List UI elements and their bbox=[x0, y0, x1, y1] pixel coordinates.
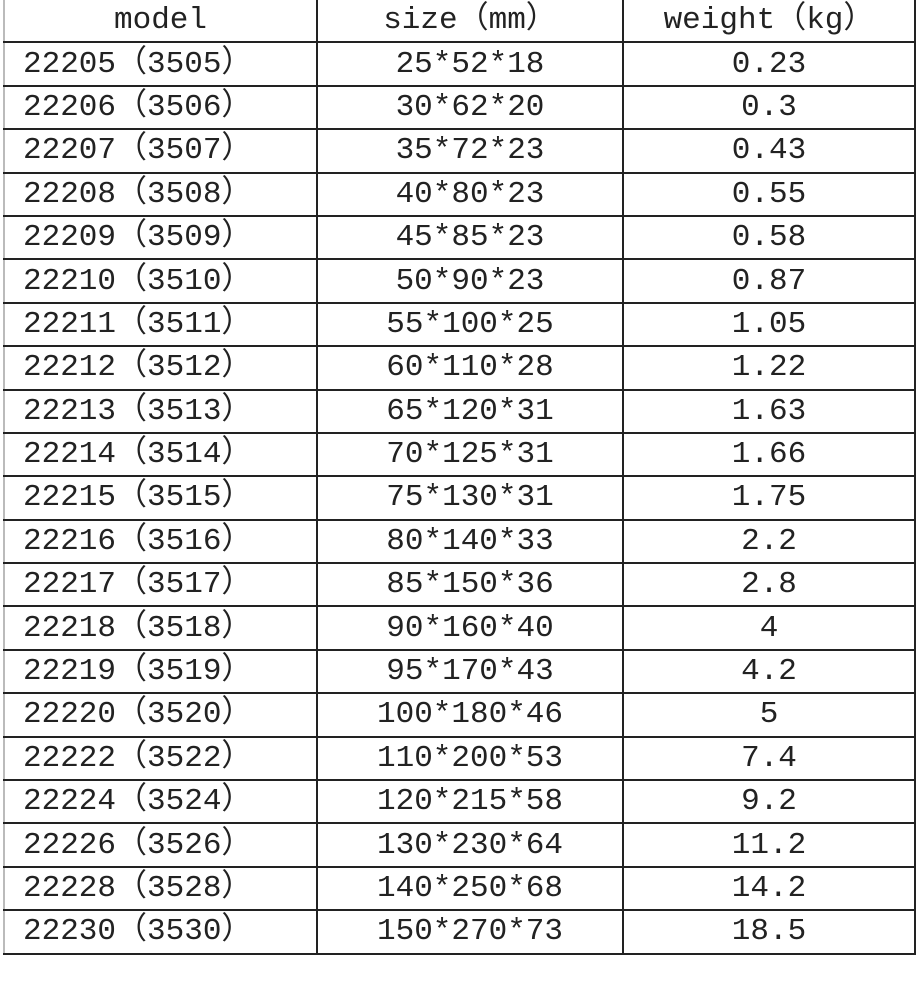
weight-cell: 0.23 bbox=[622, 41, 916, 87]
table-row: 22215（3515） 75*130*31 1.75 bbox=[3, 475, 916, 521]
size-cell: 85*150*36 bbox=[316, 562, 624, 608]
weight-cell: 1.75 bbox=[622, 475, 916, 521]
size-cell: 95*170*43 bbox=[316, 648, 624, 695]
model-cell: 22214（3514） bbox=[3, 431, 318, 478]
size-cell: 75*130*31 bbox=[316, 475, 624, 521]
size-cell: 65*120*31 bbox=[316, 388, 624, 434]
table-row: 22218（3518） 90*160*40 4 bbox=[3, 605, 916, 651]
header-model: model bbox=[3, 0, 318, 44]
weight-cell: 1.66 bbox=[622, 431, 916, 478]
weight-cell: 1.63 bbox=[622, 388, 916, 434]
table-row: 22226（3526） 130*230*64 11.2 bbox=[3, 822, 916, 868]
table-row: 22210（3510） 50*90*23 0.87 bbox=[3, 258, 916, 304]
model-cell: 22226（3526） bbox=[3, 822, 318, 868]
weight-cell: 4 bbox=[622, 605, 916, 651]
header-weight: weight（kg） bbox=[622, 0, 916, 44]
table-row: 22205（3505） 25*52*18 0.23 bbox=[3, 41, 916, 87]
size-cell: 60*110*28 bbox=[316, 345, 624, 391]
table-row: 22208（3508） 40*80*23 0.55 bbox=[3, 171, 916, 217]
model-cell: 22205（3505） bbox=[3, 41, 318, 87]
table-row: 22222（3522） 110*200*53 7.4 bbox=[3, 735, 916, 782]
size-cell: 50*90*23 bbox=[316, 258, 624, 304]
weight-cell: 0.3 bbox=[622, 84, 916, 131]
weight-cell: 9.2 bbox=[622, 779, 916, 825]
weight-cell: 2.2 bbox=[622, 518, 916, 565]
model-cell: 22220（3520） bbox=[3, 692, 318, 738]
table-row: 22213（3513） 65*120*31 1.63 bbox=[3, 388, 916, 434]
table-row: 22206（3506） 30*62*20 0.3 bbox=[3, 84, 916, 131]
model-cell: 22222（3522） bbox=[3, 735, 318, 782]
size-cell: 150*270*73 bbox=[316, 909, 624, 955]
header-row: model size（mm） weight（kg） bbox=[3, 0, 916, 44]
weight-cell: 0.58 bbox=[622, 214, 916, 261]
model-cell: 22218（3518） bbox=[3, 605, 318, 651]
table-row: 22212（3512） 60*110*28 1.22 bbox=[3, 345, 916, 391]
weight-cell: 18.5 bbox=[622, 909, 916, 955]
model-cell: 22230（3530） bbox=[3, 909, 318, 955]
model-cell: 22219（3519） bbox=[3, 648, 318, 695]
table-row: 22230（3530） 150*270*73 18.5 bbox=[3, 909, 916, 955]
size-cell: 25*52*18 bbox=[316, 41, 624, 87]
size-cell: 130*230*64 bbox=[316, 822, 624, 868]
model-cell: 22216（3516） bbox=[3, 518, 318, 565]
table-row: 22216（3516） 80*140*33 2.2 bbox=[3, 518, 916, 565]
model-cell: 22209（3509） bbox=[3, 214, 318, 261]
weight-cell: 11.2 bbox=[622, 822, 916, 868]
model-cell: 22224（3524） bbox=[3, 779, 318, 825]
weight-cell: 0.55 bbox=[622, 171, 916, 217]
weight-cell: 5 bbox=[622, 692, 916, 738]
model-cell: 22206（3506） bbox=[3, 84, 318, 131]
weight-cell: 7.4 bbox=[622, 735, 916, 782]
size-cell: 70*125*31 bbox=[316, 431, 624, 478]
size-cell: 45*85*23 bbox=[316, 214, 624, 261]
weight-cell: 14.2 bbox=[622, 865, 916, 912]
size-cell: 40*80*23 bbox=[316, 171, 624, 217]
table-row: 22219（3519） 95*170*43 4.2 bbox=[3, 648, 916, 695]
size-cell: 120*215*58 bbox=[316, 779, 624, 825]
model-cell: 22208（3508） bbox=[3, 171, 318, 217]
weight-cell: 4.2 bbox=[622, 648, 916, 695]
header-size: size（mm） bbox=[316, 0, 624, 44]
size-cell: 35*72*23 bbox=[316, 128, 624, 174]
size-cell: 100*180*46 bbox=[316, 692, 624, 738]
bearing-spec-table: model size（mm） weight（kg） 22205（3505） 25*… bbox=[3, 0, 916, 955]
table-row: 22209（3509） 45*85*23 0.58 bbox=[3, 214, 916, 261]
weight-cell: 1.05 bbox=[622, 301, 916, 348]
weight-cell: 2.8 bbox=[622, 562, 916, 608]
weight-cell: 0.43 bbox=[622, 128, 916, 174]
model-cell: 22215（3515） bbox=[3, 475, 318, 521]
size-cell: 30*62*20 bbox=[316, 84, 624, 131]
table-row: 22214（3514） 70*125*31 1.66 bbox=[3, 431, 916, 478]
size-cell: 55*100*25 bbox=[316, 301, 624, 348]
model-cell: 22210（3510） bbox=[3, 258, 318, 304]
weight-cell: 1.22 bbox=[622, 345, 916, 391]
size-cell: 90*160*40 bbox=[316, 605, 624, 651]
model-cell: 22213（3513） bbox=[3, 388, 318, 434]
table-row: 22220（3520） 100*180*46 5 bbox=[3, 692, 916, 738]
model-cell: 22211（3511） bbox=[3, 301, 318, 348]
table-row: 22217（3517） 85*150*36 2.8 bbox=[3, 562, 916, 608]
table-row: 22207（3507） 35*72*23 0.43 bbox=[3, 128, 916, 174]
table-row: 22211（3511） 55*100*25 1.05 bbox=[3, 301, 916, 348]
model-cell: 22207（3507） bbox=[3, 128, 318, 174]
size-cell: 110*200*53 bbox=[316, 735, 624, 782]
model-cell: 22212（3512） bbox=[3, 345, 318, 391]
model-cell: 22228（3528） bbox=[3, 865, 318, 912]
model-cell: 22217（3517） bbox=[3, 562, 318, 608]
weight-cell: 0.87 bbox=[622, 258, 916, 304]
size-cell: 80*140*33 bbox=[316, 518, 624, 565]
size-cell: 140*250*68 bbox=[316, 865, 624, 912]
table-row: 22228（3528） 140*250*68 14.2 bbox=[3, 865, 916, 912]
table-row: 22224（3524） 120*215*58 9.2 bbox=[3, 779, 916, 825]
